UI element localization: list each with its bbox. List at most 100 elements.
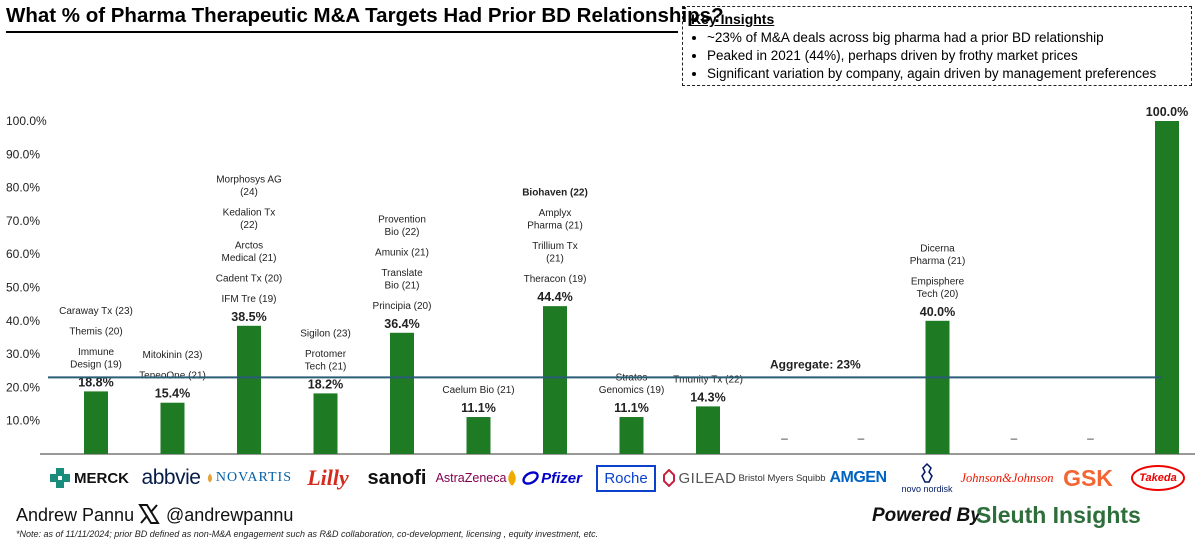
bar-chart: 10.0% 20.0% 30.0% 40.0% 50.0% 60.0% 70.0% 80.0%… — [6, 105, 1195, 455]
logo-amgen: AMGEN — [826, 458, 890, 498]
bar — [1155, 121, 1179, 454]
y-tick-label: 10.0% — [6, 414, 40, 428]
logo-text: GSK — [1063, 464, 1113, 491]
bar — [619, 417, 644, 454]
target-annotation: Immune — [78, 347, 115, 358]
y-tick-label: 20.0% — [6, 380, 40, 394]
aggregate-label: Aggregate: 23% — [770, 357, 861, 371]
logo-takeda: Takeda — [1126, 458, 1190, 498]
target-annotation: Mitokinin (23) — [142, 350, 202, 361]
value-label: 44.4% — [537, 290, 572, 304]
target-annotation: (24) — [240, 187, 258, 198]
target-annotation: Arctos — [235, 240, 263, 251]
target-annotation: Dicerna — [920, 243, 955, 254]
target-annotation: Protomer — [305, 349, 347, 360]
key-insights-heading: Key Insights — [691, 11, 775, 27]
target-annotation: Caraway Tx (23) — [59, 306, 133, 317]
bar — [160, 402, 185, 454]
target-annotation: Tech (21) — [305, 361, 347, 372]
target-annotation: Amplyx — [539, 208, 572, 219]
target-annotation: Themis (20) — [69, 326, 122, 337]
target-annotation: TeneoOne (21) — [139, 371, 206, 382]
logo-text: Pfizer — [541, 469, 582, 487]
target-annotation: IFM Tre (19) — [221, 294, 276, 305]
value-label: 36.4% — [384, 317, 419, 331]
key-insights-list: ~23% of M&A deals across big pharma had … — [691, 29, 1183, 83]
target-annotation: Bio (22) — [384, 227, 419, 238]
logo-bms: Bristol Myers Squibb — [738, 458, 825, 498]
target-annotation: Principia (20) — [373, 301, 432, 312]
brand-name: Sleuth Insights — [976, 502, 1141, 528]
footnote: *Note: as of 11/11/2024; prior BD define… — [16, 529, 599, 539]
target-annotation: Biohaven (22) — [522, 188, 588, 199]
key-insights-box: Key Insights ~23% of M&A deals across bi… — [682, 6, 1192, 86]
target-annotation: Pharma (21) — [910, 256, 966, 267]
value-label: – — [1087, 431, 1094, 445]
logo-text: AMGEN — [829, 469, 887, 486]
logo-roche: Roche — [596, 458, 656, 498]
logo-gilead: GILEAD — [662, 458, 738, 498]
author-name: Andrew Pannu — [16, 505, 135, 525]
logo-merck: MERCK — [48, 458, 130, 498]
powered-by-label: Powered By — [872, 505, 981, 526]
y-tick-label: 60.0% — [6, 247, 40, 261]
bar — [925, 320, 950, 454]
merck-icon — [50, 468, 70, 488]
target-annotation: Translate — [381, 268, 423, 279]
target-annotation: Medical (21) — [221, 253, 276, 264]
bar — [696, 406, 720, 454]
author-handle[interactable]: @andrewpannu — [166, 505, 294, 525]
target-annotation: Design (19) — [70, 359, 122, 370]
gilead-icon — [663, 469, 676, 487]
y-tick-label: 80.0% — [6, 181, 40, 195]
logo-lilly: Lilly — [298, 458, 358, 498]
target-annotation: Morphosys AG — [216, 174, 282, 185]
target-annotation: Genomics (19) — [599, 385, 665, 396]
x-logo-icon — [138, 504, 160, 524]
value-label: 100.0% — [1146, 105, 1188, 119]
y-tick-label: 30.0% — [6, 347, 40, 361]
logo-pfizer: Pfizer — [522, 458, 582, 498]
bar — [390, 332, 414, 454]
value-label: 18.8% — [78, 375, 113, 389]
logo-text: Johnson&Johnson — [960, 470, 1054, 485]
astrazeneca-icon — [508, 470, 517, 486]
chart-title: What % of Pharma Therapeutic M&A Targets… — [6, 4, 724, 27]
logo-text: novo nordisk — [901, 484, 953, 494]
insight-item: Peaked in 2021 (44%), perhaps driven by … — [707, 47, 1183, 65]
target-annotation: Provention — [378, 214, 426, 225]
logo-text: MERCK — [74, 469, 129, 487]
target-annotation: Pharma (21) — [527, 221, 583, 232]
value-label: 18.2% — [308, 377, 343, 391]
logo-text: Lilly — [307, 465, 349, 490]
insight-item: Significant variation by company, again … — [707, 65, 1183, 83]
logo-text: sanofi — [367, 466, 427, 489]
bar — [466, 417, 491, 454]
y-tick-label: 100.0% — [6, 114, 47, 128]
pfizer-icon — [522, 471, 539, 485]
logo-novartis: NOVARTIS — [206, 458, 292, 498]
logo-gsk: GSK — [1056, 458, 1120, 498]
logo-astrazeneca: AstraZeneca — [434, 458, 520, 498]
logo-text: Roche — [596, 464, 656, 492]
bar — [543, 306, 567, 454]
value-label: 40.0% — [920, 305, 955, 319]
target-annotation: Cadent Tx (20) — [216, 273, 283, 284]
title-underline — [6, 31, 678, 33]
value-label: 11.1% — [614, 401, 649, 415]
y-tick-label: 50.0% — [6, 281, 40, 295]
logo-text: Takeda — [1131, 465, 1185, 491]
target-annotation: Tech (20) — [917, 289, 959, 300]
logo-novo-nordisk: novo nordisk — [894, 458, 960, 498]
value-label: 38.5% — [231, 310, 266, 324]
value-label: – — [858, 431, 865, 445]
target-annotation: (22) — [240, 220, 258, 231]
y-tick-label: 70.0% — [6, 214, 40, 228]
y-tick-label: 40.0% — [6, 314, 40, 328]
target-annotation: Empisphere — [911, 276, 965, 287]
value-label: 11.1% — [461, 401, 496, 415]
insight-item: ~23% of M&A deals across big pharma had … — [707, 29, 1183, 47]
target-annotation: Tmunity Tx (22) — [673, 374, 743, 385]
target-annotation: Sigilon (23) — [300, 328, 351, 339]
value-label: 15.4% — [155, 387, 190, 401]
